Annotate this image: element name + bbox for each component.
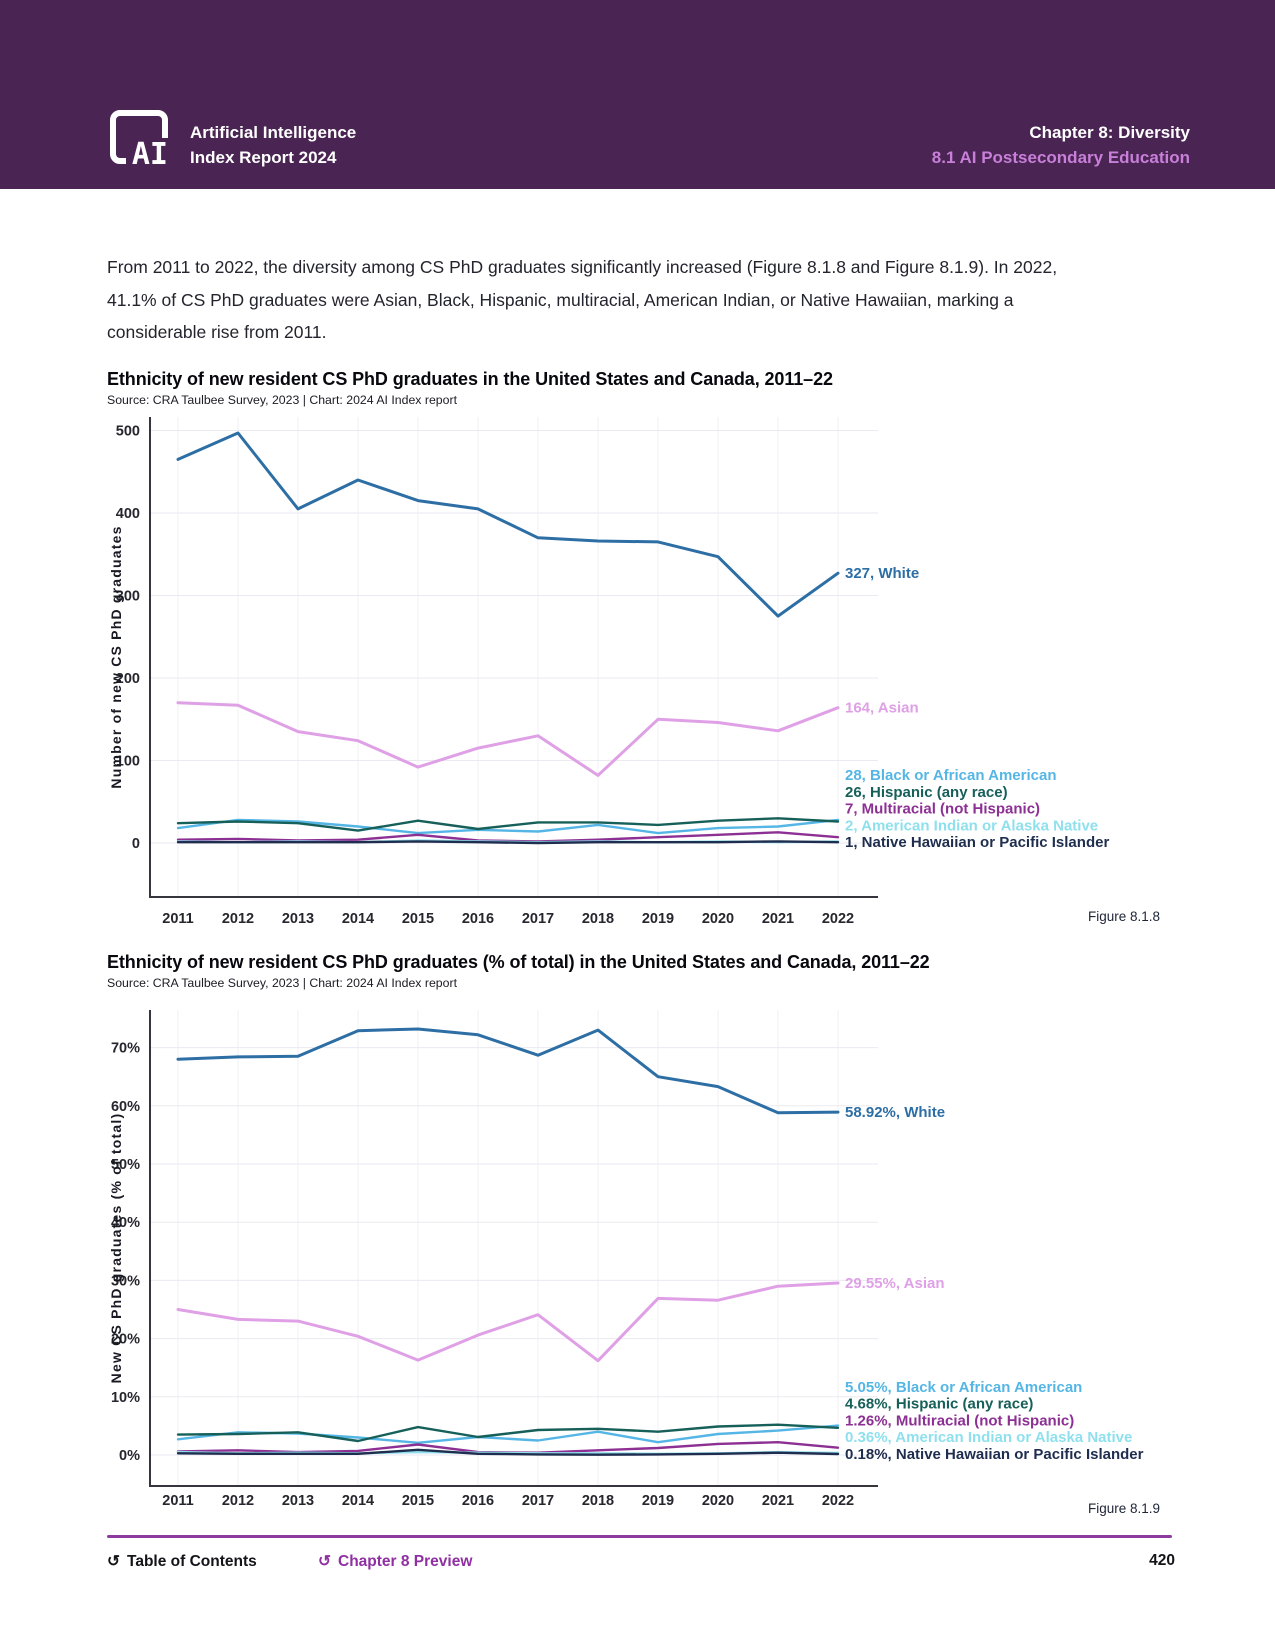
header-chapter-box: Chapter 8: Diversity 8.1 AI Postsecondar…: [932, 120, 1190, 170]
series-end-label: 1, Native Hawaiian or Pacific Islander: [845, 834, 1109, 851]
y-tick-label: 400: [116, 506, 140, 522]
x-tick-label: 2015: [402, 911, 434, 925]
y-tick-label: 0%: [119, 1448, 140, 1464]
series-line-multiracial-not-hispanic-: [176, 1441, 840, 1454]
page-number: 420: [1149, 1552, 1175, 1569]
x-tick-label: 2022: [822, 1493, 854, 1509]
chart2-source: Source: CRA Taulbee Survey, 2023 | Chart…: [107, 976, 457, 990]
y-tick-label: 50%: [111, 1157, 140, 1173]
series-end-label: 0.18%, Native Hawaiian or Pacific Island…: [845, 1446, 1144, 1463]
x-tick-label: 2017: [522, 911, 554, 925]
series-line-asian: [176, 701, 840, 777]
y-tick-label: 30%: [111, 1273, 140, 1289]
x-tick-label: 2012: [222, 1493, 254, 1509]
series-end-label: 4.68%, Hispanic (any race): [845, 1396, 1033, 1413]
x-tick-label: 2015: [402, 1493, 434, 1509]
series-end-label: 28, Black or African American: [845, 767, 1056, 784]
series-end-label: 164, Asian: [845, 700, 919, 717]
x-tick-label: 2019: [642, 911, 674, 925]
y-tick-label: 200: [116, 671, 140, 687]
series-end-label: 29.55%, Asian: [845, 1275, 945, 1292]
series-end-label: 26, Hispanic (any race): [845, 784, 1008, 801]
y-tick-label: 40%: [111, 1215, 140, 1231]
table-of-contents-link[interactable]: ↺ Table of Contents: [107, 1552, 257, 1571]
series-end-label: 7, Multiracial (not Hispanic): [845, 801, 1040, 818]
series-line-black-or-african-american: [176, 818, 840, 835]
x-tick-label: 2013: [282, 911, 314, 925]
chart2-figure-caption: Figure 8.1.9: [1087, 1501, 1160, 1516]
figure-8-1-8-chart: 0 100 200 300 400 500 2011 2012 2013 2014 2015 2016…: [108, 417, 1109, 925]
x-tick-label: 2017: [522, 1493, 554, 1509]
x-tick-label: 2016: [462, 911, 494, 925]
series-end-label: 1.26%, Multiracial (not Hispanic): [845, 1412, 1074, 1429]
x-tick-label: 2021: [762, 1493, 794, 1509]
series-end-label: 2, American Indian or Alaska Native: [845, 817, 1098, 834]
x-tick-label: 2019: [642, 1493, 674, 1509]
series-end-label: 5.05%, Black or African American: [845, 1379, 1082, 1396]
series-line-native-hawaiian-or-pacific-islander: [176, 840, 840, 845]
y-tick-label: 0: [132, 836, 140, 852]
chart1-source: Source: CRA Taulbee Survey, 2023 | Chart…: [107, 393, 457, 407]
y-tick-label: 300: [116, 589, 140, 605]
section-title: 8.1 AI Postsecondary Education: [931, 148, 1190, 167]
x-tick-label: 2013: [282, 1493, 314, 1509]
chapter-preview-label: Chapter 8 Preview: [338, 1553, 473, 1570]
y-tick-label: 60%: [111, 1099, 140, 1115]
x-tick-label: 2020: [702, 911, 734, 925]
x-tick-label: 2014: [342, 1493, 374, 1509]
y-tick-label: 500: [116, 424, 140, 440]
series-end-label: 58.92%, White: [845, 1104, 945, 1121]
brand-line-1: Artificial Intelligence: [190, 123, 357, 142]
x-tick-label: 2011: [162, 1493, 193, 1509]
series-line-white: [176, 1027, 840, 1115]
x-tick-label: 2018: [582, 911, 614, 925]
y-tick-label: 100: [116, 754, 140, 770]
chart1-figure-caption: Figure 8.1.8: [1087, 909, 1160, 924]
ai-logo-text: AI: [125, 138, 168, 170]
x-tick-label: 2021: [762, 911, 794, 925]
x-tick-label: 2011: [162, 911, 193, 925]
y-tick-label: 20%: [111, 1332, 140, 1348]
footer-divider: [107, 1535, 1172, 1538]
table-of-contents-label: Table of Contents: [127, 1553, 257, 1570]
brand-title: Artificial Intelligence Index Report 202…: [190, 120, 356, 170]
brand-line-2: Index Report 2024: [190, 148, 337, 167]
chart1-title: Ethnicity of new resident CS PhD graduat…: [107, 369, 833, 389]
figure-8-1-9-chart: 0% 10% 20% 30% 40% 50% 60% 70% 2011 2012 2013 2014 2…: [108, 1010, 1144, 1509]
series-line-hispanic-any-race-: [176, 1423, 840, 1443]
series-line-white: [176, 431, 840, 618]
back-arrow-icon: ↺: [107, 1553, 120, 1570]
x-tick-label: 2022: [822, 911, 854, 925]
y-tick-label: 70%: [111, 1041, 140, 1057]
chart2-title: Ethnicity of new resident CS PhD graduat…: [107, 952, 930, 972]
ai-index-logo: AI: [110, 110, 168, 170]
y-tick-label: 10%: [111, 1390, 140, 1406]
intro-paragraph: From 2011 to 2022, the diversity among C…: [107, 257, 1058, 342]
series-end-label: 0.36%, American Indian or Alaska Native: [845, 1429, 1132, 1446]
y-axis-title: Number of new CS PhD graduates: [108, 525, 124, 788]
chapter-title: Chapter 8: Diversity: [1029, 123, 1190, 142]
chapter-preview-link[interactable]: ↺ Chapter 8 Preview: [318, 1552, 472, 1571]
x-tick-label: 2020: [702, 1493, 734, 1509]
series-line-asian: [176, 1281, 840, 1363]
back-arrow-icon: ↺: [318, 1553, 331, 1570]
series-line-multiracial-not-hispanic-: [176, 831, 840, 843]
y-axis-title: New CS PhD graduates (% of total): [108, 1113, 124, 1384]
header-banner: AI Artificial Intelligence Index Report …: [0, 0, 1275, 189]
x-tick-label: 2014: [342, 911, 374, 925]
x-tick-label: 2018: [582, 1493, 614, 1509]
series-end-label: 327, White: [845, 565, 919, 582]
series-line-native-hawaiian-or-pacific-islander: [176, 1448, 840, 1456]
series-line-hispanic-any-race-: [176, 817, 840, 832]
x-tick-label: 2012: [222, 911, 254, 925]
x-tick-label: 2016: [462, 1493, 494, 1509]
